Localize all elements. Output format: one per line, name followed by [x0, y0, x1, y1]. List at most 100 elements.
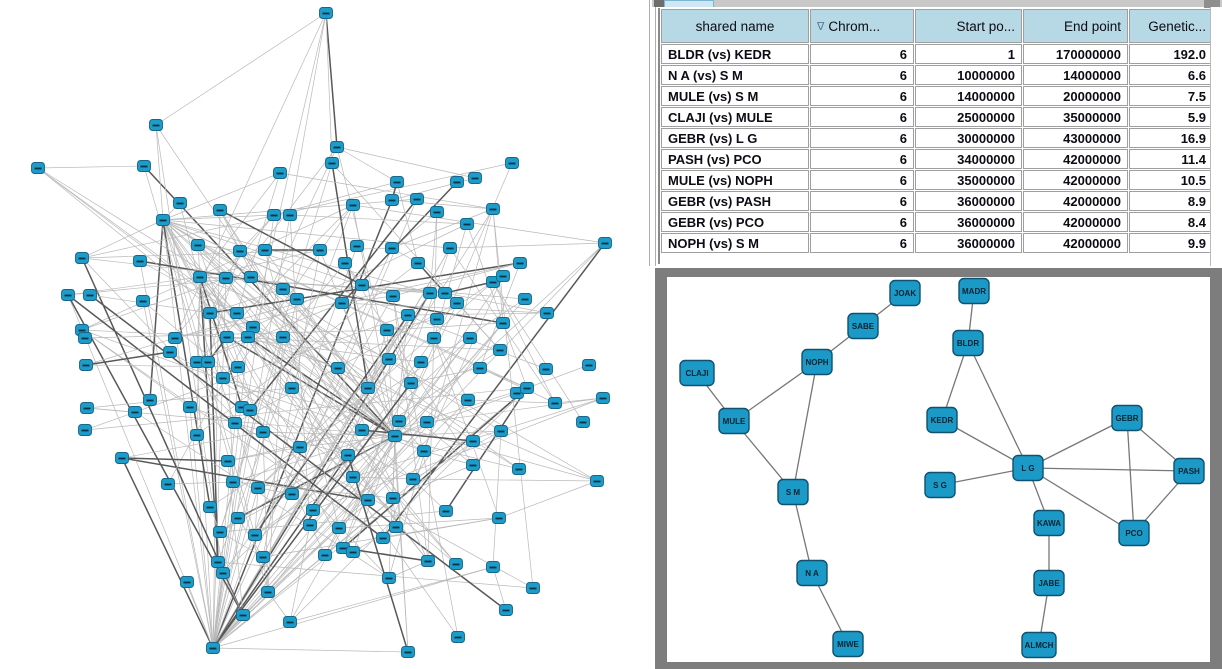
network-edge[interactable] — [254, 314, 409, 536]
network-edge[interactable] — [162, 219, 556, 404]
network-edge[interactable] — [212, 409, 251, 649]
network-edge[interactable] — [444, 292, 548, 314]
network-edge[interactable] — [299, 435, 396, 448]
network-edge[interactable] — [207, 250, 241, 363]
table-row[interactable]: MULE (vs) S M 6 14000000 20000000 7.5 — [661, 86, 1213, 106]
network-edge[interactable] — [212, 487, 259, 649]
network-edge[interactable] — [336, 146, 476, 179]
network-edge[interactable] — [217, 561, 534, 589]
network-edge[interactable] — [289, 566, 494, 623]
network-edge[interactable] — [394, 392, 518, 437]
network-edge[interactable] — [197, 244, 457, 565]
network-edge[interactable] — [219, 349, 501, 533]
network-edge[interactable] — [341, 295, 394, 304]
main-network-canvas[interactable] — [0, 0, 648, 669]
network-node-mule[interactable]: MULE — [718, 407, 750, 435]
network-edge[interactable] — [155, 124, 164, 221]
network-node-bldr[interactable]: BLDR — [952, 329, 984, 357]
network-edge[interactable] — [382, 517, 500, 539]
table-row[interactable]: GEBR (vs) PCO 6 36000000 42000000 8.4 — [661, 212, 1213, 232]
network-edge[interactable] — [162, 219, 400, 422]
network-edge[interactable] — [337, 367, 429, 562]
network-edge[interactable] — [155, 12, 327, 126]
network-edge[interactable] — [391, 208, 494, 249]
network-edge[interactable] — [85, 351, 171, 366]
table-row[interactable]: CLAJI (vs) MULE 6 25000000 35000000 5.9 — [661, 107, 1213, 127]
network-edge[interactable] — [237, 204, 354, 368]
network-edge[interactable] — [81, 329, 384, 539]
network-edge[interactable] — [155, 124, 363, 431]
network-edge[interactable] — [199, 276, 390, 360]
network-edge[interactable] — [1027, 467, 1135, 534]
network-edge[interactable] — [392, 262, 521, 297]
network-edge[interactable] — [386, 318, 438, 331]
network-edge[interactable] — [212, 245, 358, 649]
network-edge[interactable] — [492, 566, 507, 611]
network-edge[interactable] — [967, 342, 1029, 469]
network-edge[interactable] — [67, 294, 384, 539]
network-edge[interactable] — [222, 572, 244, 616]
network-edge[interactable] — [189, 406, 236, 424]
network-edge[interactable] — [162, 172, 281, 221]
network-edge[interactable] — [412, 478, 598, 482]
network-edge[interactable] — [143, 165, 269, 593]
network-edge[interactable] — [85, 337, 176, 366]
network-edge[interactable] — [1027, 467, 1190, 472]
network-node-joak[interactable]: JOAK — [889, 279, 921, 307]
network-edge[interactable] — [167, 481, 234, 485]
network-edge[interactable] — [212, 12, 327, 649]
network-edge[interactable] — [249, 409, 301, 448]
network-edge[interactable] — [433, 337, 469, 401]
network-edge[interactable] — [219, 531, 264, 558]
network-edge[interactable] — [254, 295, 394, 536]
network-edge[interactable] — [396, 181, 419, 264]
network-edge[interactable] — [429, 211, 438, 294]
column-header-shared-name[interactable]: shared name — [661, 9, 809, 43]
network-edge[interactable] — [142, 300, 457, 565]
network-edge[interactable] — [81, 162, 513, 259]
network-edge[interactable] — [392, 295, 429, 562]
network-edge[interactable] — [209, 288, 284, 314]
network-node-almch[interactable]: ALMCH — [1021, 631, 1057, 659]
network-edge[interactable] — [219, 209, 363, 286]
network-edge[interactable] — [252, 223, 468, 328]
network-edge[interactable] — [386, 322, 504, 331]
network-edge[interactable] — [257, 435, 396, 489]
network-edge[interactable] — [236, 312, 457, 565]
network-node-claji[interactable]: CLAJI — [679, 359, 715, 387]
network-edge[interactable] — [236, 172, 281, 314]
network-edge[interactable] — [212, 647, 409, 653]
network-edge[interactable] — [341, 302, 396, 437]
network-edge[interactable] — [196, 276, 201, 436]
table-row[interactable]: MULE (vs) NOPH 6 35000000 42000000 10.5 — [661, 170, 1213, 190]
network-edge[interactable] — [267, 337, 471, 593]
network-edge[interactable] — [121, 457, 214, 649]
network-edge[interactable] — [209, 312, 219, 563]
network-edge[interactable] — [86, 407, 136, 413]
network-edge[interactable] — [121, 457, 369, 501]
network-edge[interactable] — [467, 399, 556, 404]
network-edge[interactable] — [81, 329, 501, 351]
network-edge[interactable] — [121, 457, 229, 462]
network-edge[interactable] — [344, 262, 474, 466]
table-row[interactable]: N A (vs) S M 6 10000000 14000000 6.6 — [661, 65, 1213, 85]
network-edge[interactable] — [142, 300, 214, 649]
network-edge[interactable] — [361, 429, 474, 442]
network-edge[interactable] — [388, 208, 494, 579]
network-node-s-g[interactable]: S G — [924, 471, 956, 499]
network-node-miwe[interactable]: MIWE — [832, 630, 864, 658]
network-edge[interactable] — [37, 167, 363, 431]
network-node-n-a[interactable]: N A — [796, 559, 828, 587]
filter-icon[interactable]: ∇ — [817, 20, 825, 33]
network-edge[interactable] — [174, 12, 327, 339]
network-edge[interactable] — [336, 146, 398, 183]
network-edge[interactable] — [289, 387, 528, 623]
network-edge[interactable] — [81, 329, 191, 408]
network-edge[interactable] — [449, 242, 606, 249]
network-edge[interactable] — [226, 336, 396, 437]
table-row[interactable]: BLDR (vs) KEDR 6 1 170000000 192.0 — [661, 44, 1213, 64]
network-edge[interactable] — [479, 367, 528, 389]
network-edge[interactable] — [312, 292, 431, 511]
network-edge[interactable] — [212, 298, 298, 649]
network-edge[interactable] — [162, 219, 214, 649]
